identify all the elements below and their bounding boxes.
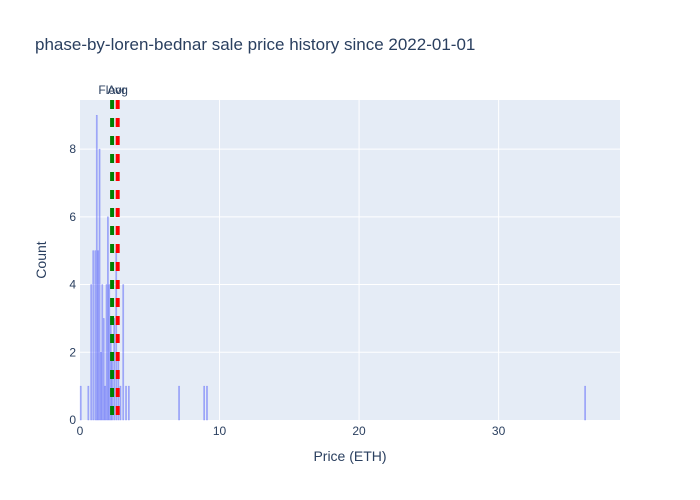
histogram-bar	[97, 250, 99, 421]
y-tick-label: 4	[69, 278, 76, 292]
histogram-bar	[87, 385, 90, 421]
grid-lines	[80, 100, 620, 420]
histogram-bar	[178, 385, 180, 421]
reference-label-avg: Avg	[107, 83, 127, 97]
histogram-bar	[113, 318, 115, 421]
histogram-bar	[125, 385, 127, 421]
chart-title: phase-by-loren-bednar sale price history…	[35, 35, 475, 54]
histogram-bar	[94, 250, 97, 421]
histogram-bar	[119, 385, 122, 421]
y-tick-label: 8	[69, 142, 76, 156]
histogram-bar	[101, 284, 104, 421]
y-tick-label: 6	[69, 210, 76, 224]
histogram-bar	[104, 385, 106, 421]
histogram-bar	[122, 284, 125, 421]
histogram-bar	[79, 385, 82, 421]
x-tick-label: 20	[352, 424, 366, 438]
x-tick-label: 30	[492, 424, 506, 438]
axis-ticks: 0 2 4 6 8 0 10 20 30	[69, 142, 505, 438]
y-axis-title: Count	[33, 241, 49, 278]
histogram-bar	[107, 216, 109, 421]
histogram-bar	[100, 352, 102, 421]
histogram-bar	[206, 385, 208, 421]
histogram-bar	[102, 318, 105, 421]
reference-label-floor: Floor	[98, 83, 125, 97]
histogram-bar	[584, 385, 586, 421]
y-tick-label: 0	[69, 413, 76, 427]
histogram-bar	[108, 284, 111, 421]
x-tick-label: 0	[77, 424, 84, 438]
y-tick-label: 2	[69, 345, 76, 359]
x-axis-title: Price (ETH)	[313, 448, 386, 464]
histogram-bar	[105, 284, 108, 421]
x-tick-label: 10	[213, 424, 227, 438]
histogram-bar	[109, 318, 112, 421]
histogram-bar	[128, 385, 130, 421]
histogram-bar	[203, 385, 205, 421]
histogram-bar	[90, 284, 92, 421]
histogram-bar	[98, 148, 101, 421]
histogram-bar	[92, 250, 95, 421]
histogram-bar	[95, 114, 98, 421]
plot-area	[80, 100, 620, 420]
